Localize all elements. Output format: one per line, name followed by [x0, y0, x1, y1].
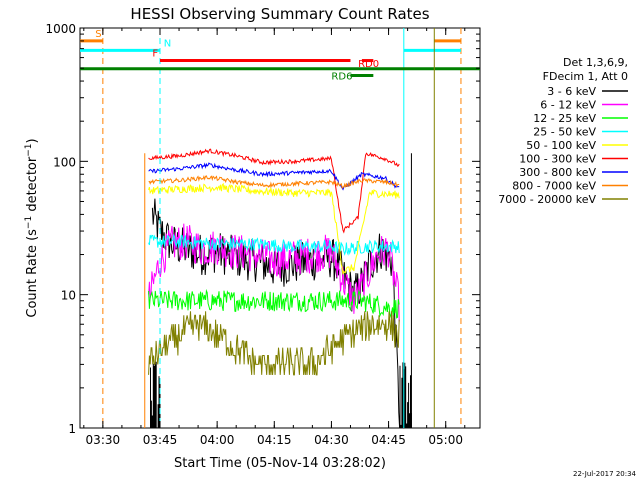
- legend-label-7: 300 - 800 keV: [519, 166, 596, 179]
- legend-label-3: 12 - 25 keV: [533, 112, 596, 125]
- series-layer: [144, 148, 412, 429]
- footer-date: 22-Jul-2017 20:34: [573, 470, 637, 478]
- flag-layer: S NF RD0 RD6: [80, 28, 480, 428]
- flag-label-s: S: [95, 29, 101, 40]
- series-line-2: [148, 223, 400, 322]
- y-tick-label-3: 100: [53, 155, 76, 169]
- legend-label-1: 3 - 6 keV: [547, 85, 596, 98]
- x-tick-label-4: 04:15: [257, 433, 292, 447]
- series-line-9: [148, 311, 400, 376]
- series-line-4: [148, 233, 400, 256]
- flag-label-f: F: [152, 49, 158, 60]
- x-tick-label-1: 03:30: [86, 433, 121, 447]
- series-line-5: [148, 182, 400, 275]
- y-tick-label-4: 1000: [45, 22, 76, 36]
- y-axis-label: Count Rate (s−1 detector−1): [24, 138, 40, 317]
- low-count-spikes-2: [399, 362, 412, 428]
- axes-layer: 03:30 03:45 04:00 04:15 04:30 04:45 05:00 1 10 10…: [45, 22, 480, 447]
- x-tick-label-5: 04:30: [314, 433, 349, 447]
- y-tick-label-1: 1: [68, 422, 76, 436]
- series-line-7: [148, 162, 400, 191]
- series-line-8: [148, 174, 400, 190]
- x-tick-label-6: 04:45: [371, 433, 406, 447]
- legend-header-line-1: Det 1,3,6,9,: [563, 56, 628, 69]
- chart-title: HESSI Observing Summary Count Rates: [130, 5, 429, 23]
- y-tick-label-2: 10: [61, 289, 76, 303]
- legend-header-line-2: FDecim 1, Att 0: [543, 70, 628, 83]
- x-tick-label-2: 03:45: [143, 433, 178, 447]
- x-axis-label: Start Time (05-Nov-14 03:28:02): [174, 456, 386, 471]
- series-line-6: [148, 148, 400, 234]
- legend-label-9: 7000 - 20000 keV: [498, 193, 596, 206]
- plot-frame: [79, 27, 481, 429]
- legend-label-4: 25 - 50 keV: [533, 126, 596, 139]
- legend-label-2: 6 - 12 keV: [540, 99, 596, 112]
- legend-label-5: 50 - 100 keV: [526, 139, 596, 152]
- x-tick-label-3: 04:00: [200, 433, 235, 447]
- legend-label-6: 100 - 300 keV: [519, 153, 596, 166]
- low-count-spikes-1: [150, 361, 161, 428]
- flag-label-rd6: RD6: [331, 72, 352, 83]
- legend-label-8: 800 - 7000 keV: [512, 180, 596, 193]
- flag-label-n: N: [164, 38, 171, 49]
- x-tick-label-7: 05:00: [428, 433, 463, 447]
- series-line-3: [148, 288, 400, 319]
- flag-label-rd0: RD0: [358, 59, 379, 70]
